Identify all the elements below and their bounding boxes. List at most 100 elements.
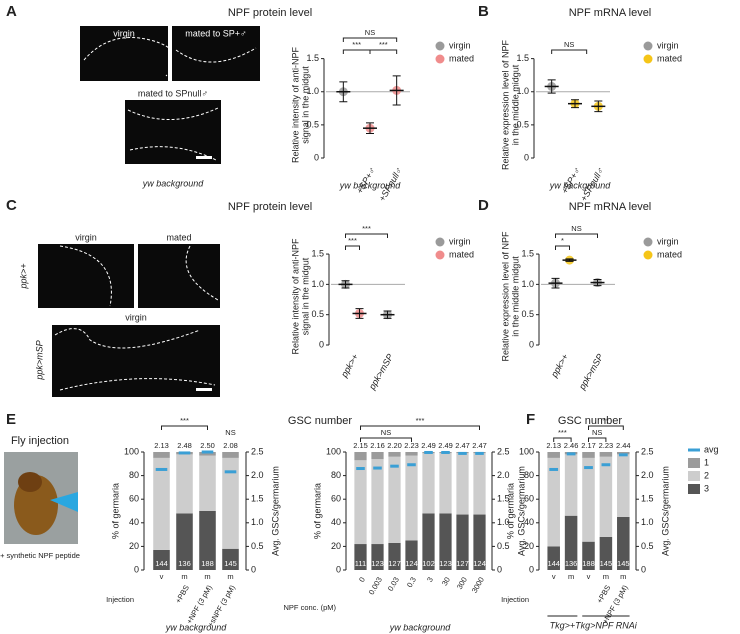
group-label: Tkg>NPF RNAi <box>575 620 638 630</box>
n-label: 124 <box>473 559 486 568</box>
y-tick-label: 20 <box>524 541 534 551</box>
y-tick-label: 0 <box>336 564 341 574</box>
bar-segment <box>599 536 613 570</box>
bar-segment <box>153 457 170 550</box>
significance-bracket <box>161 425 208 430</box>
avg-label: 2.16 <box>370 441 385 450</box>
x-tick-label: ppk>mSP <box>576 352 605 392</box>
group-label: Tkg>+ <box>550 620 576 630</box>
y-tick-label: 100 <box>519 446 534 456</box>
bar-segment <box>176 454 193 514</box>
bar-segment <box>582 452 595 458</box>
y-tick-label: 40 <box>524 517 534 527</box>
legend-marker <box>643 41 653 51</box>
significance-label: NS <box>571 224 581 233</box>
significance-bracket <box>342 37 398 42</box>
y-axis-label: % of germaria <box>505 483 515 539</box>
bar-segment <box>354 460 367 545</box>
n-label: 123 <box>439 559 452 568</box>
image-label: virgin <box>125 312 147 322</box>
bar-segment <box>405 455 418 541</box>
fly-title: Fly injection <box>11 435 69 447</box>
fly-caption: + synthetic NPF peptide <box>0 551 80 560</box>
n-label: 188 <box>201 559 214 568</box>
bar-segment <box>422 453 435 514</box>
y2-tick-label: 2.5 <box>251 446 264 456</box>
bar-segment <box>422 513 435 570</box>
x-tick-label: 300 <box>455 575 469 590</box>
x-tick-label: m <box>620 572 626 581</box>
significance-label: NS <box>381 428 391 437</box>
x-tick-label: 0.3 <box>405 575 418 589</box>
n-label: 145 <box>600 559 613 568</box>
y-axis-label: Relative expression level of NPF <box>500 39 510 170</box>
bar-segment <box>153 452 170 458</box>
y-tick-label: 20 <box>129 541 139 551</box>
panel-label: B <box>478 3 489 20</box>
y2-tick-label: 2.0 <box>251 470 264 480</box>
bar-segment <box>153 549 170 570</box>
bar-segment <box>582 457 595 542</box>
significance-label: NS <box>564 40 574 49</box>
avg-label: 2.48 <box>177 441 192 450</box>
legend-label: virgin <box>449 236 471 246</box>
y-tick-label: 0.5 <box>306 119 319 129</box>
significance-bracket <box>345 233 388 238</box>
significance-bracket <box>555 245 570 250</box>
bar-segment <box>473 514 486 570</box>
y2-axis-label: Avg. GSCs/germarium <box>270 466 280 556</box>
n-label: 102 <box>422 559 435 568</box>
y-tick-label: 0 <box>524 152 529 162</box>
y2-tick-label: 0.5 <box>641 541 654 551</box>
legend-label: virgin <box>657 236 679 246</box>
image-label: virgin <box>113 28 135 38</box>
legend-marker <box>435 250 445 260</box>
panel-label: A <box>6 3 17 20</box>
panel-label: D <box>478 197 489 214</box>
bar-segment <box>388 542 401 570</box>
y-axis-label: Relative intensity of anti-NPF <box>290 46 300 163</box>
x-tick-label: v <box>552 572 556 581</box>
y-axis-label: % of germaria <box>312 483 322 539</box>
n-label: 145 <box>224 559 237 568</box>
y2-tick-label: 0.5 <box>497 541 510 551</box>
y-tick-label: 60 <box>524 494 534 504</box>
y-tick-label: 20 <box>331 541 341 551</box>
avg-label: 2.20 <box>387 441 402 450</box>
image-label: mated to SP+♂ <box>185 28 247 38</box>
bar-segment <box>199 455 216 511</box>
bar-segment <box>222 452 239 458</box>
panel-label: C <box>6 197 17 214</box>
significance-label: *** <box>180 416 189 425</box>
y2-tick-label: 0.5 <box>251 541 264 551</box>
bar-segment <box>456 514 469 570</box>
x-tick-label: 30 <box>440 575 452 587</box>
bar-segment <box>222 548 239 570</box>
x-axis-label: yw background <box>165 622 228 632</box>
legend-label: 3 <box>704 483 709 493</box>
bar-segment <box>371 459 384 545</box>
bar-segment <box>371 452 384 460</box>
x-tick-label: 3 <box>425 575 435 583</box>
y-tick-label: 100 <box>124 446 139 456</box>
y-axis-label: signal in the midgut <box>300 257 310 335</box>
y-tick-label: 1.0 <box>306 86 319 96</box>
significance-label: NS <box>225 428 235 437</box>
bar-segment <box>547 546 560 570</box>
significance-bracket <box>360 425 480 430</box>
bar-segment <box>599 452 613 457</box>
background-label: yw background <box>142 178 205 188</box>
y2-tick-label: 1.0 <box>497 517 510 527</box>
bar-segment <box>599 456 613 537</box>
y-tick-label: 60 <box>331 494 341 504</box>
bar-segment <box>388 452 401 457</box>
micrographs-a <box>80 26 260 164</box>
y-tick-label: 60 <box>129 494 139 504</box>
y2-tick-label: 1.5 <box>497 494 510 504</box>
avg-label: 2.46 <box>564 441 579 450</box>
significance-label: * <box>561 236 564 245</box>
significance-bracket <box>553 437 572 442</box>
y-tick-label: 40 <box>129 517 139 527</box>
y-axis-label: % of germaria <box>110 483 120 539</box>
